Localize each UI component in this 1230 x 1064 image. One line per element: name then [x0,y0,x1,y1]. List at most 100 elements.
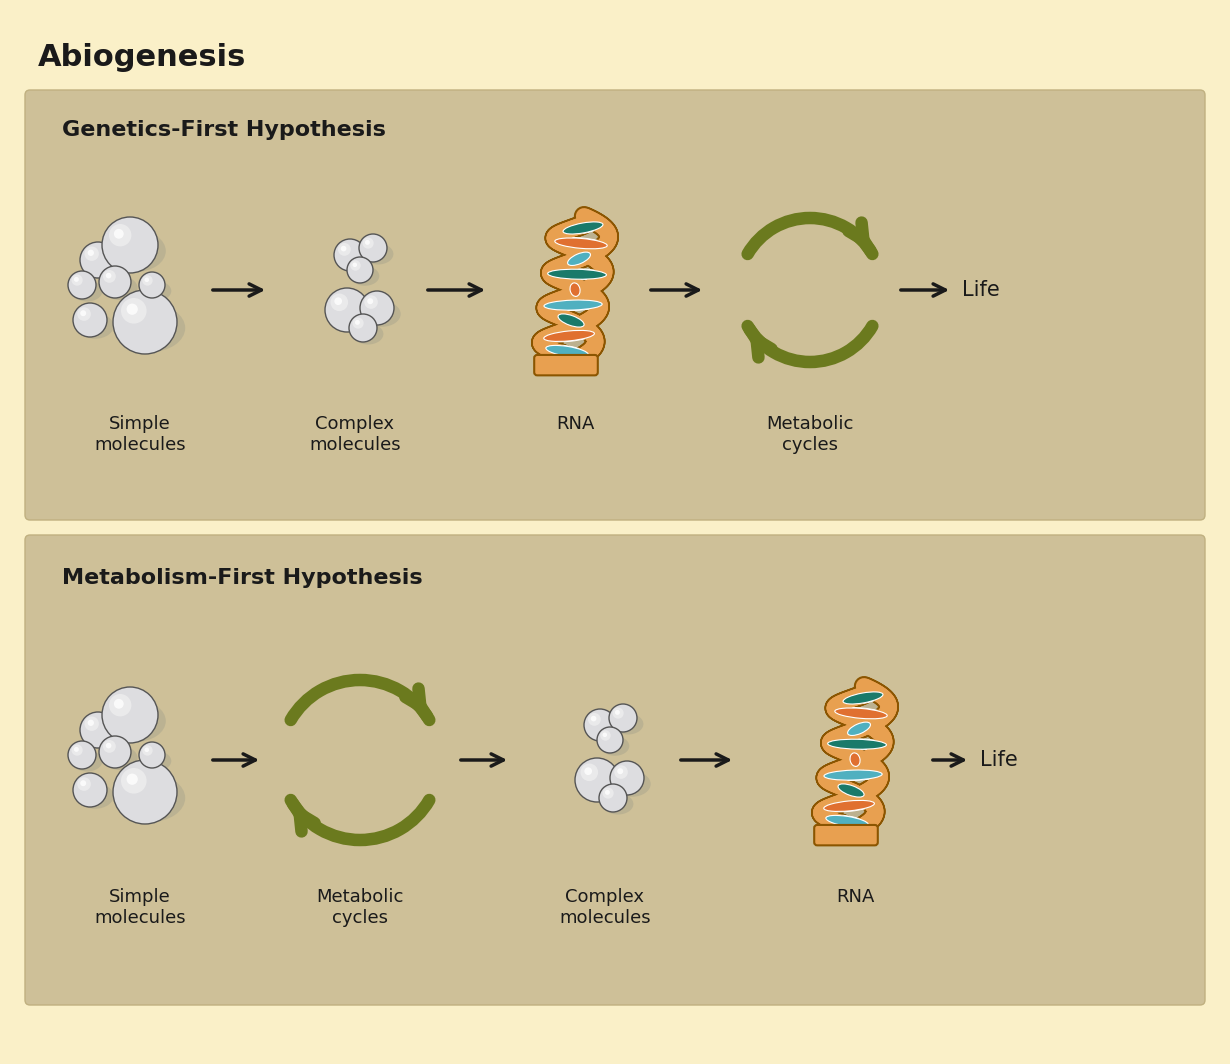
Ellipse shape [105,700,166,742]
Ellipse shape [581,764,598,781]
Ellipse shape [353,263,357,267]
Ellipse shape [80,712,116,748]
Ellipse shape [80,311,86,316]
Ellipse shape [76,783,113,809]
Text: Simple
molecules: Simple molecules [95,888,186,927]
Ellipse shape [113,760,177,824]
Ellipse shape [127,303,138,315]
Ellipse shape [599,784,627,812]
Ellipse shape [827,738,887,750]
Ellipse shape [542,330,595,342]
Text: RNA: RNA [836,888,875,907]
Ellipse shape [351,261,360,270]
Ellipse shape [98,736,132,768]
Ellipse shape [338,243,351,255]
Ellipse shape [121,298,146,323]
Ellipse shape [828,739,887,749]
Ellipse shape [823,800,876,812]
Ellipse shape [850,753,860,766]
Text: Abiogenesis: Abiogenesis [38,44,246,72]
Ellipse shape [834,708,888,719]
Ellipse shape [603,794,633,815]
Ellipse shape [545,345,589,358]
Ellipse shape [341,246,347,251]
Text: Metabolic
cycles: Metabolic cycles [316,888,403,927]
Text: Metabolic
cycles: Metabolic cycles [766,415,854,454]
Ellipse shape [359,234,387,262]
Ellipse shape [364,295,378,309]
Ellipse shape [113,290,177,354]
Ellipse shape [825,815,870,828]
Text: Complex
molecules: Complex molecules [560,888,651,927]
Ellipse shape [102,687,157,743]
Ellipse shape [547,269,608,280]
Ellipse shape [103,270,116,283]
Ellipse shape [850,752,861,767]
Ellipse shape [614,765,627,779]
Ellipse shape [555,238,608,249]
FancyBboxPatch shape [25,90,1205,520]
Ellipse shape [349,314,378,342]
Ellipse shape [613,714,643,734]
Ellipse shape [353,323,384,345]
Ellipse shape [835,708,887,719]
Ellipse shape [365,240,370,245]
Ellipse shape [838,783,865,798]
Ellipse shape [613,708,624,718]
Ellipse shape [143,745,153,755]
Ellipse shape [68,741,96,769]
Ellipse shape [588,719,622,743]
Ellipse shape [106,272,112,279]
Ellipse shape [106,743,112,748]
Ellipse shape [557,314,585,328]
Ellipse shape [569,282,581,297]
Ellipse shape [347,257,373,283]
Ellipse shape [102,276,138,300]
Ellipse shape [558,314,584,327]
Ellipse shape [143,276,153,285]
Ellipse shape [80,242,116,278]
Text: RNA: RNA [556,415,594,433]
Ellipse shape [824,800,875,812]
Ellipse shape [825,815,868,828]
Ellipse shape [145,748,149,752]
Ellipse shape [139,742,165,768]
Ellipse shape [71,275,82,286]
Polygon shape [827,693,894,839]
Ellipse shape [103,739,116,753]
Ellipse shape [609,704,637,732]
Text: Metabolism-First Hypothesis: Metabolism-First Hypothesis [62,568,423,588]
Ellipse shape [71,281,102,301]
Text: Life: Life [980,750,1017,770]
Ellipse shape [114,699,124,709]
Ellipse shape [544,331,594,342]
Ellipse shape [843,692,883,704]
Ellipse shape [71,745,82,755]
Ellipse shape [554,237,608,249]
Ellipse shape [847,722,871,735]
Ellipse shape [335,239,367,271]
Ellipse shape [605,789,610,795]
Ellipse shape [87,719,93,726]
Ellipse shape [567,252,590,266]
Text: Complex
molecules: Complex molecules [309,415,401,454]
Ellipse shape [114,229,124,238]
Ellipse shape [838,784,865,797]
Ellipse shape [143,751,171,770]
Ellipse shape [610,761,645,795]
Ellipse shape [335,297,342,305]
Ellipse shape [68,271,96,299]
Ellipse shape [603,787,614,799]
Ellipse shape [590,716,597,721]
Ellipse shape [567,251,592,266]
Ellipse shape [145,278,149,282]
Ellipse shape [578,769,626,802]
Ellipse shape [603,732,608,737]
FancyBboxPatch shape [534,355,598,376]
Ellipse shape [84,722,123,749]
Ellipse shape [84,252,123,280]
Ellipse shape [546,346,588,358]
Ellipse shape [109,225,132,247]
Text: Simple
molecules: Simple molecules [95,415,186,454]
Ellipse shape [337,249,373,273]
